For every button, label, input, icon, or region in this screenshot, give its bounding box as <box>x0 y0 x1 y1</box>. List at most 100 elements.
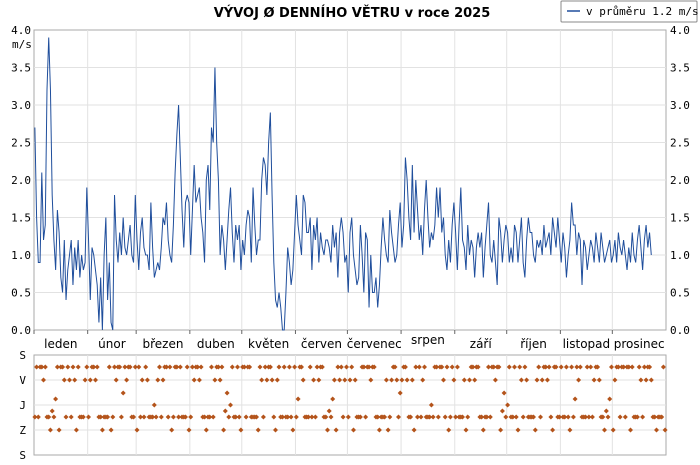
dir-point <box>195 364 201 370</box>
dir-point <box>591 377 597 383</box>
dir-point <box>191 377 197 383</box>
dir-point <box>34 364 40 370</box>
dir-point <box>411 427 417 433</box>
dir-point <box>368 377 374 383</box>
dir-point <box>413 364 419 370</box>
dir-point <box>480 427 486 433</box>
dir-point <box>641 364 647 370</box>
dir-point <box>609 364 614 370</box>
dir-point <box>132 364 138 370</box>
dir-point <box>143 364 149 370</box>
dir-point <box>309 414 315 420</box>
dir-point <box>247 364 253 370</box>
month-label: únor <box>98 337 126 351</box>
dir-point <box>233 414 239 420</box>
dir-point <box>347 377 353 383</box>
dir-point <box>80 414 86 420</box>
dir-point <box>565 414 571 420</box>
dir-point <box>434 364 440 370</box>
dir-point <box>93 377 98 383</box>
dir-point <box>475 364 481 370</box>
dir-point <box>487 414 493 420</box>
dir-point <box>605 414 611 420</box>
dir-point <box>375 414 381 420</box>
month-label: prosinec <box>614 337 665 351</box>
dir-tick-label: J <box>19 399 26 412</box>
dir-point <box>427 414 433 420</box>
dir-point <box>385 427 391 433</box>
dir-point <box>267 364 273 370</box>
dir-point <box>141 414 147 420</box>
dir-point <box>648 377 654 383</box>
legend-label: v průměru 1.2 m/s <box>586 5 699 18</box>
dir-point <box>210 414 216 420</box>
dir-point <box>399 377 405 383</box>
dir-point <box>139 377 145 383</box>
dir-point <box>174 364 180 370</box>
dir-point <box>460 414 465 420</box>
month-label: duben <box>197 337 235 351</box>
dir-point <box>397 390 403 396</box>
dir-point <box>155 377 161 383</box>
dir-point <box>574 364 580 370</box>
dir-point <box>435 414 441 420</box>
dir-point <box>46 414 52 420</box>
y-tick-label-right: 4.0 <box>670 24 690 37</box>
dir-point <box>127 364 133 370</box>
dir-point <box>505 402 511 408</box>
month-label: říjen <box>520 337 547 351</box>
dir-point <box>660 364 666 370</box>
dir-point <box>626 364 632 370</box>
dir-point <box>292 364 298 370</box>
dir-point <box>610 427 616 433</box>
dir-point <box>255 427 261 433</box>
dir-point <box>612 377 618 383</box>
dir-point <box>276 364 282 370</box>
dir-point <box>286 364 292 370</box>
dir-point <box>628 427 633 433</box>
dir-point <box>345 414 351 420</box>
y-tick-label-right: 0.5 <box>670 287 690 300</box>
dir-point <box>596 377 602 383</box>
dir-point <box>138 414 143 420</box>
dir-point <box>299 364 304 370</box>
dir-point <box>316 377 322 383</box>
dir-point <box>257 364 263 370</box>
dir-point <box>539 377 545 383</box>
y-tick-label-right: 2.0 <box>670 174 690 187</box>
dir-point <box>243 414 249 420</box>
dir-point <box>241 364 247 370</box>
dir-point <box>72 377 78 383</box>
dir-tick-label: V <box>19 374 26 387</box>
dir-point <box>86 414 91 420</box>
dir-point <box>382 414 388 420</box>
dir-point <box>463 427 469 433</box>
dir-point <box>39 364 45 370</box>
dir-point <box>446 427 452 433</box>
dir-point <box>91 364 97 370</box>
dir-point <box>584 364 590 370</box>
dir-point <box>520 414 526 420</box>
dir-point <box>202 414 208 420</box>
dir-point <box>98 414 104 420</box>
dir-point <box>260 414 266 420</box>
dir-point <box>65 364 71 370</box>
dir-point <box>363 414 369 420</box>
dir-point <box>254 414 259 420</box>
y-tick-label-left: 1.5 <box>11 212 31 225</box>
dir-point <box>357 414 363 420</box>
wind-speed-line <box>34 37 652 331</box>
dir-point <box>538 414 543 420</box>
dir-point <box>280 414 285 420</box>
dir-point <box>512 364 517 370</box>
dir-point <box>402 364 408 370</box>
dir-point <box>470 364 476 370</box>
y-tick-label-right: 1.5 <box>670 212 690 225</box>
dir-point <box>557 414 562 420</box>
dir-point <box>515 427 521 433</box>
dir-point <box>105 414 111 420</box>
dir-point <box>588 364 594 370</box>
dir-point <box>300 377 306 383</box>
dir-point <box>643 377 649 383</box>
dir-point <box>416 364 422 370</box>
